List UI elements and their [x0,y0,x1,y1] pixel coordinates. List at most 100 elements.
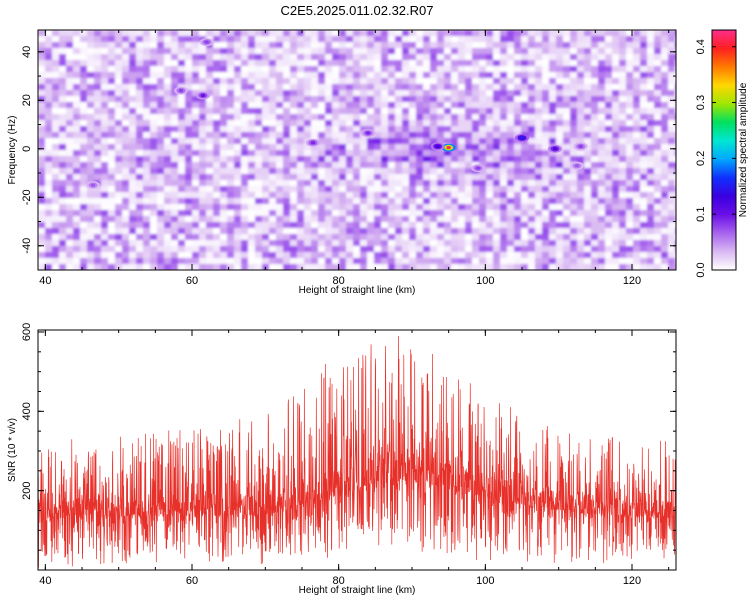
heatmap-cell [38,246,46,253]
heatmap-cell [108,126,116,133]
heatmap-cell [311,54,319,61]
heatmap-cell [430,210,438,217]
heatmap-cell [325,240,333,247]
heatmap-cell [402,210,410,217]
heatmap-cell [87,132,95,139]
heatmap-cell [486,36,494,43]
heatmap-cell [150,240,158,247]
heatmap-cell [381,36,389,43]
heatmap-cell [654,216,662,223]
heatmap-cell [360,84,368,91]
heatmap-cell [150,36,158,43]
heatmap-cell [227,198,235,205]
heatmap-cell [73,102,81,109]
heatmap-cell [486,102,494,109]
heatmap-cell [255,192,263,199]
heatmap-cell [122,114,130,121]
heatmap-cell [227,180,235,187]
heatmap-cell [73,78,81,85]
heatmap-cell [38,96,46,103]
heatmap-cell [388,150,396,157]
heatmap-cell [416,42,424,49]
heatmap-cell [94,198,102,205]
heatmap-cell [157,222,165,229]
heatmap-cell [437,72,445,79]
heatmap-cell [647,156,655,163]
heatmap-cell [87,90,95,97]
heatmap-cell [227,132,235,139]
heatmap-cell [570,72,578,79]
heatmap-cell [220,234,228,241]
heatmap-cell [248,216,256,223]
heatmap-cell [87,102,95,109]
heatmap-cell [514,54,522,61]
heatmap-cell [213,186,221,193]
heatmap-cell [549,180,557,187]
heatmap-cell [591,102,599,109]
heatmap-cell [374,240,382,247]
heatmap-cell [507,264,515,270]
heatmap-cell [451,186,459,193]
heatmap-cell [164,126,172,133]
heatmap-cell [59,132,67,139]
heatmap-cell [549,228,557,235]
heatmap-cell [388,174,396,181]
heatmap-cell [332,240,340,247]
heatmap-cell [325,96,333,103]
heatmap-cell [577,168,585,175]
heatmap-cell [647,36,655,43]
heatmap-cell [395,48,403,55]
heatmap-cell [626,240,634,247]
heatmap-cell [619,180,627,187]
heatmap-cell [465,42,473,49]
heatmap-cell [472,222,480,229]
colorbar-tick-label: 0.3 [695,95,707,110]
heatmap-cell [360,120,368,127]
heatmap-cell [381,240,389,247]
heatmap-cell [514,258,522,265]
heatmap-cell [185,162,193,169]
heatmap-cell [619,132,627,139]
heatmap-cell [668,216,676,223]
heatmap-cell [283,36,291,43]
heatmap-cell [647,120,655,127]
heatmap-cell [528,114,536,121]
heatmap-cell [122,132,130,139]
heatmap-cell [262,126,270,133]
heatmap-cell [654,108,662,115]
heatmap-cell [402,204,410,211]
heatmap-cell [115,210,123,217]
heatmap-cell [542,258,550,265]
heatmap-cell [451,114,459,121]
heatmap-cell [122,78,130,85]
heatmap-cell [38,264,46,270]
heatmap-cell [262,60,270,67]
heatmap-cell [87,126,95,133]
heatmap-cell [570,192,578,199]
heatmap-cell [647,168,655,175]
heatmap-cell [353,96,361,103]
heatmap-cell [227,60,235,67]
heatmap-cell [409,252,417,259]
heatmap-cell [360,210,368,217]
heatmap-cell [360,264,368,270]
heatmap-cell [185,138,193,145]
heatmap-cell [479,150,487,157]
heatmap-cell [80,240,88,247]
heatmap-cell [395,36,403,43]
heatmap-cell [479,216,487,223]
heatmap-cell [619,252,627,259]
heatmap-cell [493,216,501,223]
heatmap-cell [346,192,354,199]
heatmap-cell [542,168,550,175]
heatmap-cell [290,216,298,223]
heatmap-cell [59,66,67,73]
heatmap-cell [52,162,60,169]
heatmap-cell [535,222,543,229]
heatmap-cell [409,210,417,217]
heatmap-cell [290,168,298,175]
heatmap-cell [465,198,473,205]
heatmap-cell [444,186,452,193]
heatmap-cell [577,60,585,67]
